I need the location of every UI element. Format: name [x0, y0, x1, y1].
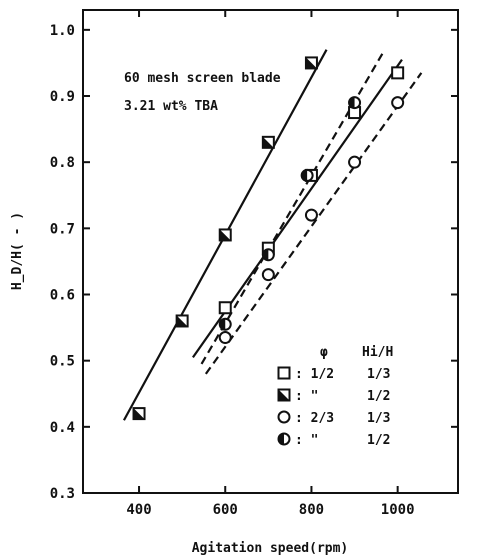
y-tick-label: 1.0: [50, 23, 75, 39]
data-point-series-3: [218, 331, 232, 345]
y-tick-label: 0.9: [50, 89, 75, 105]
x-tick-label: 400: [126, 502, 151, 518]
annotation-blade: 60 mesh screen blade: [124, 71, 281, 86]
data-point-series-2: [218, 228, 232, 242]
data-point-series-3: [304, 208, 318, 222]
data-point-series-2: [175, 314, 189, 328]
data-point-series-4: [218, 317, 232, 331]
x-tick-label: 600: [213, 502, 238, 518]
legend-phi-series-3: : 2/3: [295, 411, 334, 426]
annotation-tba: 3.21 wt% TBA: [124, 99, 218, 114]
data-point-series-2: [304, 56, 318, 70]
fit-line-series-3: [204, 72, 423, 375]
data-point-series-1: [218, 301, 232, 315]
data-point-series-2: [261, 135, 275, 149]
y-axis-title: H_D/H( - ): [10, 212, 25, 290]
y-tick-label: 0.4: [50, 420, 75, 436]
legend-phi-series-2: : ": [295, 389, 318, 404]
data-point-series-3: [391, 96, 405, 110]
y-tick-label: 0.6: [50, 288, 75, 304]
data-point-series-3: [348, 155, 362, 169]
legend-ratio-series-1: 1/3: [367, 367, 390, 382]
y-tick-label: 0.3: [50, 486, 75, 502]
legend-marker-series-1: [277, 366, 291, 380]
data-point-series-3: [261, 268, 275, 282]
legend-marker-series-3: [277, 410, 291, 424]
legend-marker-series-2: [277, 388, 291, 402]
legend-marker-series-4: [277, 432, 291, 446]
legend-phi-series-1: : 1/2: [295, 367, 334, 382]
y-tick-label: 0.5: [50, 354, 75, 370]
y-tick-label: 0.7: [50, 221, 75, 237]
data-point-series-4: [261, 248, 275, 262]
data-point-series-1: [391, 66, 405, 80]
legend: φ Hi/H : 1/2 1/3 : " 1/2 : 2/3 1/3 : " 1/2: [277, 345, 393, 448]
data-point-series-4: [300, 168, 314, 182]
legend-header-ratio: Hi/H: [362, 345, 393, 360]
legend-ratio-series-2: 1/2: [367, 389, 390, 404]
y-tick-label: 0.8: [50, 155, 75, 171]
legend-ratio-series-4: 1/2: [367, 433, 390, 448]
plot-frame: [82, 9, 459, 494]
x-tick-label: 1000: [381, 502, 415, 518]
legend-ratio-series-3: 1/3: [367, 411, 390, 426]
legend-header-phi: φ: [320, 345, 328, 360]
legend-phi-series-4: : ": [295, 433, 318, 448]
x-tick-label: 800: [299, 502, 324, 518]
data-point-series-4: [348, 96, 362, 110]
data-point-series-2: [132, 407, 146, 421]
x-axis-title: Agitation speed(rpm): [192, 541, 349, 556]
